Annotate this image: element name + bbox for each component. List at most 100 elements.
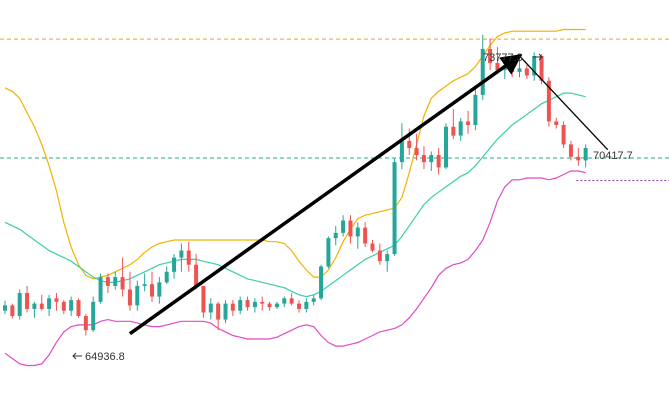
candle-body (10, 305, 15, 317)
candle-body (135, 285, 140, 306)
candle (495, 47, 500, 74)
candle-body (576, 156, 581, 161)
candle (83, 314, 88, 336)
candle-body (488, 48, 493, 64)
candle-body (32, 303, 37, 309)
candle-body (517, 68, 522, 72)
candle-body (510, 64, 515, 72)
candle-body (164, 271, 169, 283)
candle (135, 280, 140, 311)
candle (260, 296, 265, 311)
candle-body (568, 144, 573, 157)
candle-body (179, 250, 184, 258)
candle-body (172, 257, 177, 272)
candle (304, 298, 309, 313)
candle (186, 241, 191, 272)
candle-body (223, 303, 228, 320)
uptrend-arrow-line (128, 53, 523, 336)
low-pointer-arrow-icon (72, 352, 82, 360)
candle (414, 133, 419, 161)
candle-body (297, 303, 301, 309)
candle (451, 109, 456, 140)
candle (583, 144, 588, 168)
candle-body (444, 126, 448, 168)
downtrend-line (519, 55, 609, 151)
candle (473, 87, 478, 131)
candle (458, 117, 463, 141)
candle (576, 147, 581, 166)
candle-body (274, 303, 279, 308)
candle (333, 225, 338, 246)
candle-body (385, 254, 390, 262)
candle (282, 296, 287, 308)
candle-body (399, 140, 404, 163)
candle (194, 254, 199, 290)
candle-body (208, 303, 213, 313)
candle (480, 34, 485, 101)
candle-body (245, 300, 250, 308)
candle-body (355, 227, 360, 237)
low-price-label: 64936.8 (85, 351, 125, 363)
candle (98, 273, 103, 304)
candle-body (267, 303, 272, 308)
candle-body (83, 316, 88, 331)
candle-body (113, 277, 118, 286)
candle-body (341, 220, 346, 233)
candle (54, 293, 59, 311)
candle-body (98, 277, 103, 302)
candle (17, 289, 22, 320)
candle (392, 158, 397, 256)
candle (546, 77, 551, 127)
candle (120, 257, 125, 297)
candle (429, 151, 434, 171)
candle (32, 301, 37, 318)
candle (3, 300, 7, 315)
candle-body (524, 68, 529, 76)
candle-body (392, 162, 397, 255)
candle-body (69, 300, 74, 311)
candle-body (554, 121, 559, 125)
candle-body (91, 301, 96, 331)
upper-band-line (4, 28, 586, 280)
candle (568, 140, 573, 161)
candle (113, 271, 118, 290)
candle (524, 64, 529, 79)
candle-body (142, 284, 147, 286)
candlestick-series (3, 34, 588, 336)
candle (466, 110, 471, 134)
candle-body (201, 285, 206, 313)
candle (223, 300, 228, 324)
candle (297, 300, 301, 313)
candle (363, 222, 368, 248)
candle (348, 215, 353, 244)
candle (61, 300, 66, 315)
candle (91, 296, 96, 332)
candle-body (480, 48, 485, 95)
candle (25, 285, 30, 313)
candle (172, 254, 177, 279)
candle-body (120, 277, 125, 290)
current-price-label: 70417.7 (593, 150, 633, 162)
candle (252, 298, 257, 313)
candle (341, 215, 346, 237)
candle-body (495, 63, 500, 71)
candle-body (466, 121, 471, 125)
candle (370, 239, 375, 253)
candle (142, 273, 147, 292)
candle-body (348, 220, 353, 237)
candle (208, 298, 213, 320)
candle (421, 146, 426, 170)
candle-body (282, 298, 287, 304)
price-annotations: 73777.3 70417.7 64936.8 (72, 52, 633, 363)
candle-body (377, 250, 382, 262)
candle-body (252, 301, 257, 308)
candle-body (157, 282, 162, 297)
reference-levels (0, 38, 669, 182)
candle-body (186, 250, 191, 265)
candle-body (289, 298, 294, 304)
candle (436, 147, 441, 175)
candle (39, 294, 44, 311)
candle-body (304, 301, 309, 309)
candle (76, 298, 81, 318)
